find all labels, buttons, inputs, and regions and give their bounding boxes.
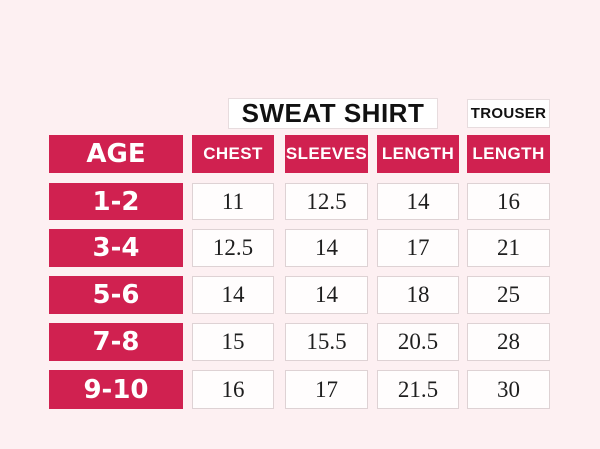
age-row-label: 3-4: [49, 229, 183, 267]
table-cell-trouser-length: 25: [467, 276, 550, 314]
table-cell-chest: 12.5: [192, 229, 274, 267]
table-cell-length: 17: [377, 229, 459, 267]
table-cell-chest: 16: [192, 370, 274, 409]
table-cell-trouser-length: 16: [467, 183, 550, 220]
table-cell-length: 14: [377, 183, 459, 220]
table-cell-length: 18: [377, 276, 459, 314]
table-cell-trouser-length: 30: [467, 370, 550, 409]
sweat-shirt-section-label: SWEAT SHIRT: [228, 98, 438, 129]
table-cell-trouser-length: 28: [467, 323, 550, 361]
table-cell-trouser-length: 21: [467, 229, 550, 267]
table-cell-sleeves: 12.5: [285, 183, 368, 220]
column-header-length-sweatshirt: LENGTH: [377, 135, 459, 173]
table-cell-sleeves: 15.5: [285, 323, 368, 361]
column-header-sleeves: SLEEVES: [285, 135, 368, 173]
table-cell-length: 21.5: [377, 370, 459, 409]
table-cell-sleeves: 17: [285, 370, 368, 409]
table-cell-chest: 15: [192, 323, 274, 361]
table-cell-sleeves: 14: [285, 276, 368, 314]
table-cell-chest: 14: [192, 276, 274, 314]
age-row-label: 7-8: [49, 323, 183, 361]
table-cell-length: 20.5: [377, 323, 459, 361]
column-header-chest: CHEST: [192, 135, 274, 173]
trouser-section-label: TROUSER: [467, 99, 550, 128]
table-cell-sleeves: 14: [285, 229, 368, 267]
age-row-label: 5-6: [49, 276, 183, 314]
age-row-label: 9-10: [49, 370, 183, 409]
table-cell-chest: 11: [192, 183, 274, 220]
column-header-age: AGE: [49, 135, 183, 173]
column-header-length-trouser: LENGTH: [467, 135, 550, 173]
age-row-label: 1-2: [49, 183, 183, 220]
